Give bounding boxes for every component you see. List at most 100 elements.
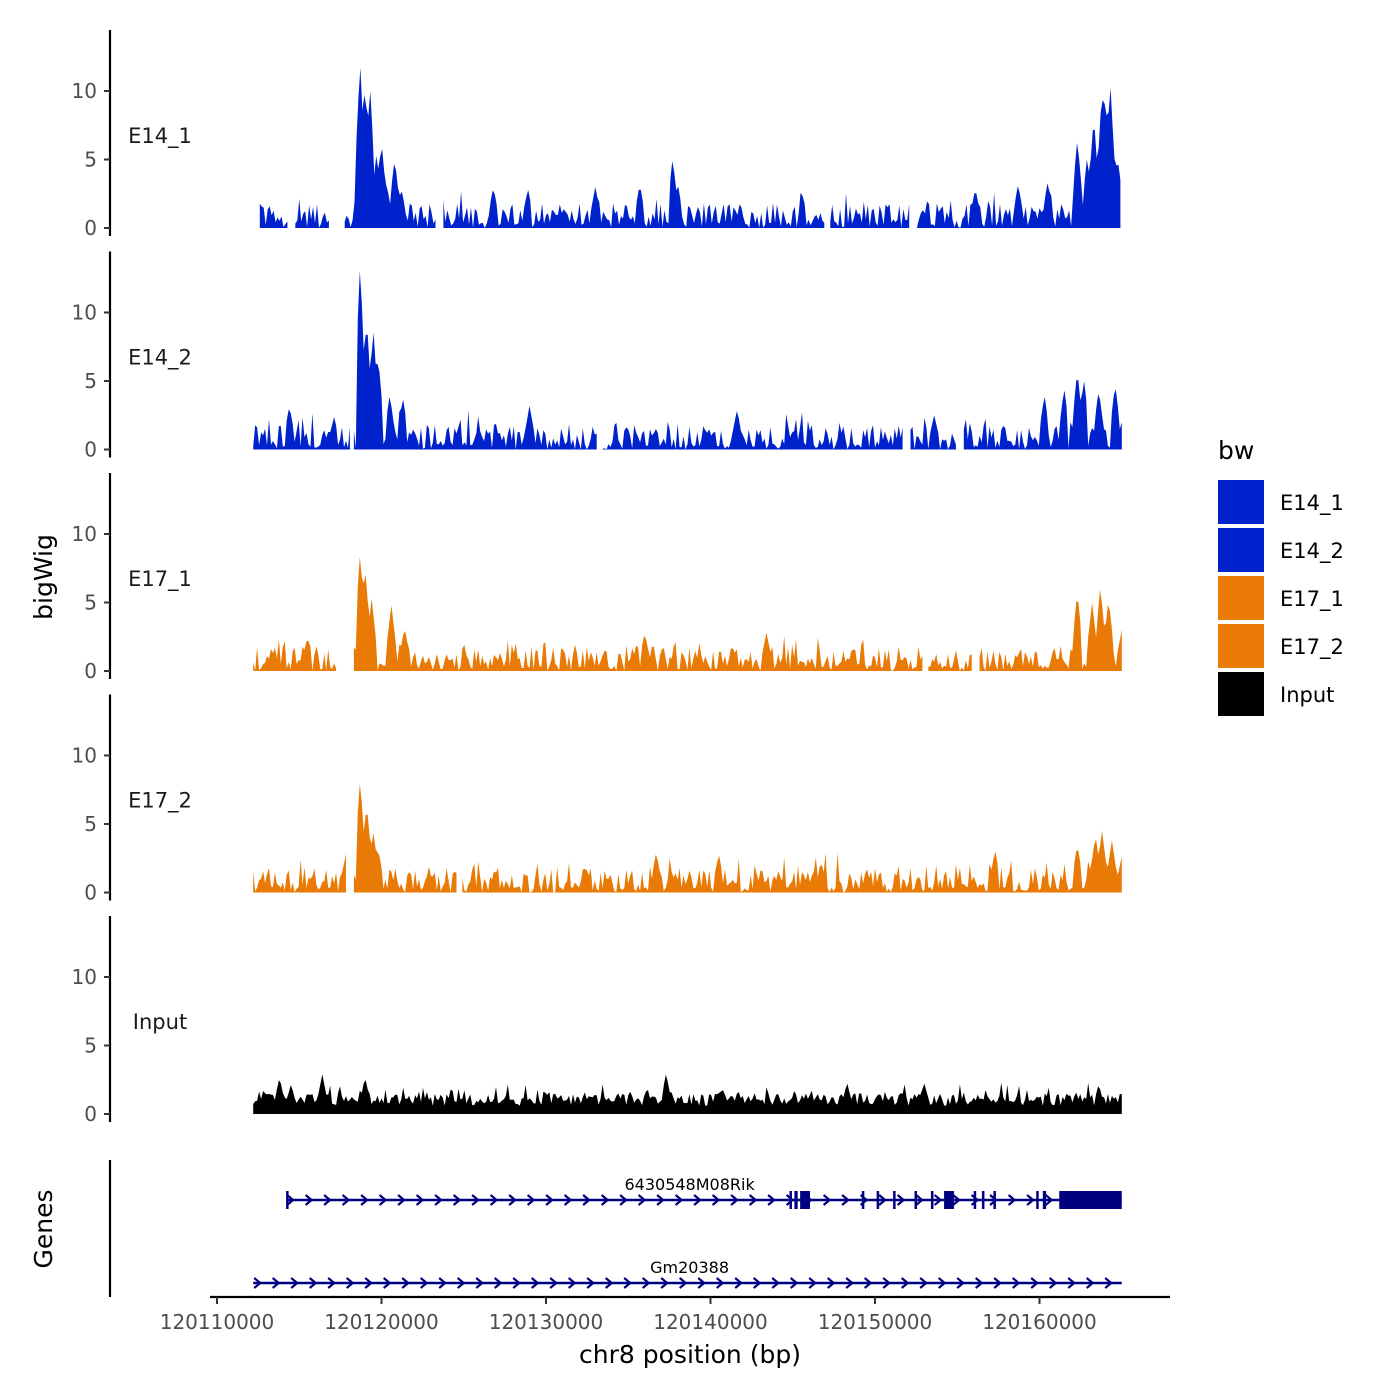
- signal-area: [928, 650, 972, 671]
- y-tick-label: 10: [72, 301, 97, 325]
- strand-chevron: [678, 1277, 688, 1289]
- signal-area: [462, 830, 1122, 893]
- exon: [861, 1191, 865, 1209]
- strand-chevron: [822, 1194, 832, 1206]
- strand-chevron: [489, 1194, 499, 1206]
- legend-swatch: [1218, 576, 1264, 620]
- signal-area: [253, 639, 337, 671]
- signal-area: [963, 380, 1122, 450]
- strand-chevron: [604, 1277, 614, 1289]
- signal-area: [443, 161, 825, 228]
- x-tick-label: 120120000: [324, 1310, 439, 1334]
- signal-area: [259, 203, 288, 228]
- strand-chevron: [1026, 1194, 1035, 1206]
- strand-chevron: [452, 1194, 462, 1206]
- signal-area: [353, 783, 457, 893]
- strand-chevron: [419, 1277, 429, 1289]
- strand-chevron: [933, 1194, 943, 1206]
- strand-chevron: [508, 1194, 517, 1206]
- y-tick-label: 5: [84, 812, 97, 836]
- track-label: E17_1: [128, 567, 192, 592]
- genes-axis-title: Genes: [29, 1189, 58, 1268]
- strand-chevron: [845, 1277, 854, 1289]
- strand-chevron: [697, 1277, 706, 1289]
- strand-chevron: [512, 1277, 521, 1289]
- y-tick-label: 0: [84, 438, 97, 462]
- strand-chevron: [841, 1194, 850, 1206]
- strand-chevron: [693, 1194, 702, 1206]
- exon: [993, 1191, 996, 1209]
- exon: [800, 1191, 811, 1209]
- signal-area: [353, 556, 923, 671]
- track-E14_1: 0 5 10 E14_1: [72, 30, 1121, 240]
- strand-chevron: [623, 1277, 632, 1289]
- strand-chevron: [1048, 1277, 1058, 1289]
- strand-chevron: [341, 1194, 351, 1206]
- strand-chevron: [730, 1194, 739, 1206]
- strand-chevron: [545, 1194, 554, 1206]
- track-label: E17_2: [128, 789, 192, 814]
- x-tick-label: 120160000: [982, 1310, 1097, 1334]
- strand-chevron: [937, 1277, 947, 1289]
- strand-chevron: [567, 1277, 577, 1289]
- track-label: E14_2: [128, 346, 192, 371]
- signal-area: [353, 271, 597, 450]
- y-tick-label: 0: [84, 216, 97, 240]
- strand-chevron: [878, 1194, 887, 1206]
- strand-chevron: [900, 1277, 910, 1289]
- exon: [1036, 1191, 1039, 1209]
- strand-chevron: [382, 1277, 392, 1289]
- strand-chevron: [563, 1194, 573, 1206]
- strand-chevron: [970, 1194, 980, 1206]
- exon: [893, 1191, 896, 1209]
- exon: [944, 1191, 954, 1209]
- y-tick-label: 10: [72, 522, 97, 546]
- legend-swatch: [1218, 624, 1264, 668]
- strand-chevron: [456, 1277, 466, 1289]
- y-tick-label: 5: [84, 1034, 97, 1058]
- track-E14_2: 0 5 10 E14_2: [72, 251, 1122, 462]
- strand-chevron: [327, 1277, 336, 1289]
- legend-swatch: [1218, 672, 1264, 716]
- strand-chevron: [952, 1194, 961, 1206]
- strand-chevron: [471, 1194, 480, 1206]
- strand-chevron: [641, 1277, 651, 1289]
- y-tick-label: 0: [84, 659, 97, 683]
- strand-chevron: [711, 1194, 721, 1206]
- strand-chevron: [286, 1194, 295, 1206]
- strand-chevron: [549, 1277, 558, 1289]
- y-tick-label: 0: [84, 1102, 97, 1126]
- signal-area: [253, 1074, 1122, 1114]
- track-E17_1: 0 5 10 E17_1: [72, 473, 1122, 683]
- strand-chevron: [1085, 1277, 1095, 1289]
- y-tick-label: 10: [72, 79, 97, 103]
- strand-chevron: [323, 1194, 332, 1206]
- strand-chevron: [656, 1194, 665, 1206]
- strand-chevron: [785, 1194, 795, 1206]
- strand-chevron: [586, 1277, 595, 1289]
- x-tick-label: 120150000: [818, 1310, 933, 1334]
- exon: [876, 1191, 880, 1209]
- gene-6430548M08Rik: 6430548M08Rik: [286, 1175, 1122, 1209]
- legend-swatch: [1218, 528, 1264, 572]
- strand-chevron: [956, 1277, 965, 1289]
- strand-chevron: [637, 1194, 647, 1206]
- strand-chevron: [771, 1277, 780, 1289]
- strand-chevron: [360, 1194, 369, 1206]
- genes-panel: 6430548M08Rik Gm20388: [108, 1160, 1122, 1297]
- exon: [789, 1191, 792, 1209]
- strand-chevron: [989, 1194, 998, 1206]
- signal-area: [253, 854, 346, 893]
- strand-chevron: [734, 1277, 743, 1289]
- x-axis: 120110000 120120000 120130000 120140000 1201…: [160, 1295, 1170, 1334]
- track-E17_2: 0 5 10 E17_2: [72, 694, 1122, 905]
- strand-chevron: [415, 1194, 425, 1206]
- legend-label: E14_1: [1280, 491, 1344, 516]
- x-tick-label: 120140000: [653, 1310, 768, 1334]
- signal-area: [830, 193, 910, 228]
- strand-chevron: [253, 1277, 262, 1289]
- strand-chevron: [660, 1277, 669, 1289]
- strand-chevron: [1011, 1277, 1021, 1289]
- strand-chevron: [674, 1194, 684, 1206]
